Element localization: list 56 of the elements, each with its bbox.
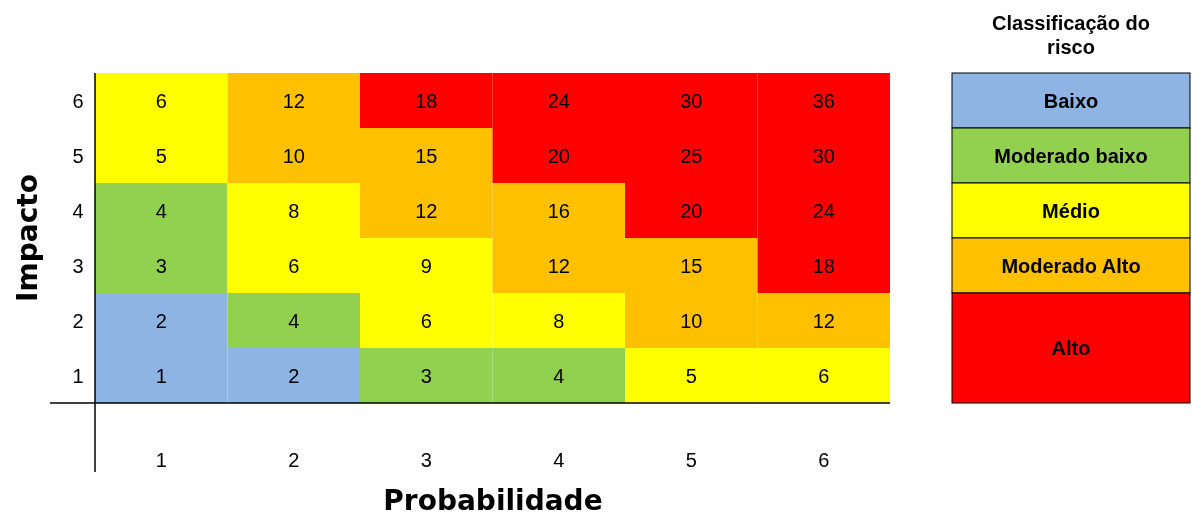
data-label: 30: [680, 89, 703, 112]
y-tick-label: 2: [72, 309, 84, 332]
category-label: Médio: [1042, 199, 1100, 222]
data-label: 24: [547, 89, 570, 112]
data-label: 5: [685, 364, 697, 387]
data-label: 30: [812, 144, 835, 167]
data-label: 12: [282, 89, 305, 112]
data-label: 2: [155, 309, 167, 332]
data-label: 12: [812, 309, 835, 332]
y-tick-label: 1: [72, 364, 84, 387]
data-label: 12: [415, 199, 438, 222]
data-label: 6: [155, 89, 167, 112]
data-label: 18: [415, 89, 438, 112]
data-label: 10: [680, 309, 703, 332]
data-label: 15: [415, 144, 438, 167]
data-label: 4: [288, 309, 300, 332]
category-label: Baixo: [1043, 89, 1099, 112]
data-label: 20: [547, 144, 570, 167]
x-axis-title: Probabilidade: [383, 483, 603, 514]
category-label: Alto: [1051, 337, 1091, 359]
data-label: 4: [553, 364, 565, 387]
data-label: 4: [155, 199, 167, 222]
data-label: 9: [420, 254, 432, 277]
data-label: 15: [680, 254, 703, 277]
x-tick-label: 5: [685, 449, 697, 471]
data-label: 3: [420, 364, 432, 387]
data-label: 5: [155, 144, 167, 167]
data-label: 18: [812, 254, 835, 277]
data-label: 6: [818, 364, 830, 387]
data-label: 16: [547, 199, 570, 222]
data-label: 25: [680, 144, 703, 167]
x-tick-label: 2: [288, 449, 300, 471]
y-axis-title: Impacto: [10, 174, 44, 302]
data-label: 8: [288, 199, 300, 222]
y-tick-label: 3: [72, 254, 84, 277]
y-tick-label: 5: [72, 144, 84, 167]
data-label: 3: [155, 254, 167, 277]
data-label: 12: [547, 254, 570, 277]
x-tick-label: 6: [818, 449, 830, 471]
y-tick-label: 6: [72, 89, 84, 112]
data-label: 36: [812, 89, 835, 112]
text: Classificação do risco: [992, 12, 1150, 58]
data-label: 6: [288, 254, 300, 277]
data-label: 20: [680, 199, 703, 222]
category-label: Moderado baixo: [994, 144, 1148, 167]
x-tick-label: 3: [420, 449, 432, 471]
x-tick-label: 4: [553, 449, 565, 471]
data-label: 8: [553, 309, 565, 332]
y-tick-label: 4: [72, 199, 84, 222]
data-label: 6: [420, 309, 432, 332]
data-label: 10: [282, 144, 305, 167]
data-label: 24: [812, 199, 835, 222]
category-label: Moderado Alto: [1001, 254, 1141, 277]
x-tick-label: 1: [155, 449, 167, 471]
data-label: 1: [155, 364, 167, 387]
data-label: 2: [288, 364, 300, 387]
